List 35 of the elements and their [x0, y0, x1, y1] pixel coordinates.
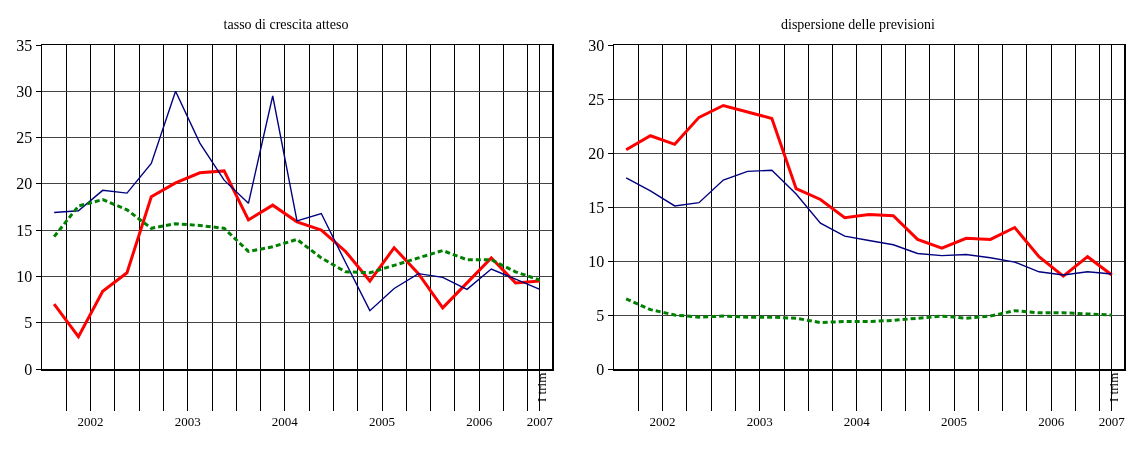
x-tick-label: 2002	[77, 414, 104, 430]
y-tick-label: 30	[588, 36, 605, 54]
x-tick-label: 2003	[746, 414, 773, 430]
x-tick-label: 2005	[941, 414, 967, 430]
line-series	[624, 103, 1114, 278]
y-tick-label: 0	[596, 360, 605, 378]
x-tick-label: 2007	[526, 414, 554, 430]
y-tick-label: 15	[16, 221, 33, 239]
y-tick-label: 20	[588, 144, 605, 162]
y-tick-label: 10	[16, 268, 33, 286]
x-tick-label: 2005	[369, 414, 395, 430]
chart-title: dispersione delle previsioni	[781, 16, 936, 32]
x-tick-label: 2002	[649, 414, 676, 430]
line-series	[53, 90, 541, 312]
x-tick-label: 2007	[1098, 414, 1126, 430]
line-series	[52, 169, 542, 339]
x-tick-label: 2004	[271, 414, 299, 430]
x-tick-label: 2004	[843, 414, 871, 430]
y-tick-label: 5	[24, 314, 33, 332]
x-tick-label: 2006	[1038, 414, 1065, 430]
x-tick-label: 2003	[174, 414, 201, 430]
y-tick-label: 30	[16, 82, 33, 100]
line-series	[52, 198, 542, 282]
y-tick-label: 35	[16, 36, 33, 54]
y-tick-label: 25	[588, 90, 605, 108]
y-tick-label: 5	[596, 306, 605, 324]
y-tick-label: 20	[16, 175, 33, 193]
y-tick-label: 15	[588, 198, 605, 216]
chart-title: tasso di crescita atteso	[223, 16, 349, 32]
y-tick-label: 10	[588, 252, 605, 270]
x-tick-label: 2006	[466, 414, 493, 430]
line-series	[624, 297, 1114, 325]
y-tick-label: 25	[16, 129, 33, 147]
line-series	[625, 169, 1113, 276]
y-tick-label: 0	[24, 360, 33, 378]
